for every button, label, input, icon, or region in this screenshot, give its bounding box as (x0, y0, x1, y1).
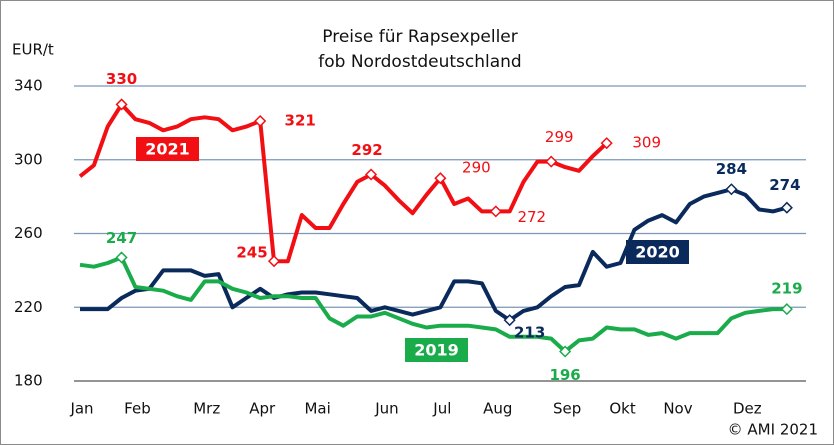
point-marker (600, 137, 613, 150)
x-tick-label: Mrz (193, 400, 220, 418)
x-tick-label: Feb (124, 400, 151, 418)
legend-badge (405, 338, 468, 362)
line-series (79, 255, 787, 354)
data-label: 290 (462, 159, 491, 177)
point-marker (489, 205, 502, 218)
copyright: © AMI 2021 (728, 421, 818, 439)
line-series (78, 102, 609, 264)
data-label: 321 (285, 112, 316, 130)
data-label: 196 (549, 366, 580, 384)
point-marker (434, 172, 447, 185)
legend-label: 2021 (145, 140, 190, 159)
data-label: 330 (106, 70, 137, 88)
x-tick-label: Sep (553, 400, 581, 418)
point-marker (364, 168, 378, 181)
legend-badge (136, 137, 199, 161)
data-label: 292 (351, 141, 382, 159)
point-marker (115, 98, 128, 111)
legend-badge (626, 240, 689, 264)
point-marker (545, 155, 558, 168)
x-tick-label: Mai (304, 400, 330, 418)
y-tick-label: 180 (14, 372, 43, 390)
x-tick-label: Nov (663, 400, 692, 418)
x-tick-label: Jan (69, 400, 93, 418)
y-tick-label: 340 (14, 77, 43, 95)
data-label: 213 (514, 324, 545, 342)
y-axis-label: EUR/t (12, 41, 54, 59)
x-tick-label: Dez (733, 400, 762, 418)
chart-subtitle: fob Nordostdeutschland (318, 52, 521, 72)
legend-label: 2019 (414, 341, 459, 360)
point-marker (267, 255, 281, 268)
point-marker (725, 183, 738, 196)
data-label: 299 (545, 128, 574, 146)
point-marker (254, 114, 267, 128)
data-label: 245 (236, 244, 267, 262)
data-label: 247 (106, 229, 137, 247)
y-tick-label: 260 (14, 224, 43, 242)
line-series (80, 187, 788, 323)
data-label: 309 (632, 134, 661, 152)
x-tick-label: Aug (483, 400, 512, 418)
data-label: 219 (771, 280, 802, 298)
y-tick-label: 220 (14, 298, 43, 316)
x-tick-label: Jul (432, 400, 451, 418)
x-tick-label: Jun (374, 400, 398, 418)
data-label: 284 (716, 160, 747, 178)
point-marker (780, 201, 793, 214)
x-tick-label: Okt (609, 400, 635, 418)
data-label: 274 (769, 176, 800, 194)
point-marker (503, 314, 516, 327)
x-tick-label: Apr (249, 400, 276, 418)
point-marker (559, 345, 572, 358)
data-label: 272 (517, 208, 546, 226)
point-marker (115, 251, 128, 264)
y-tick-label: 300 (14, 150, 43, 168)
chart-title: Preise für Rapsexpeller (322, 27, 518, 47)
legend-label: 2020 (635, 243, 680, 262)
point-marker (780, 303, 793, 316)
